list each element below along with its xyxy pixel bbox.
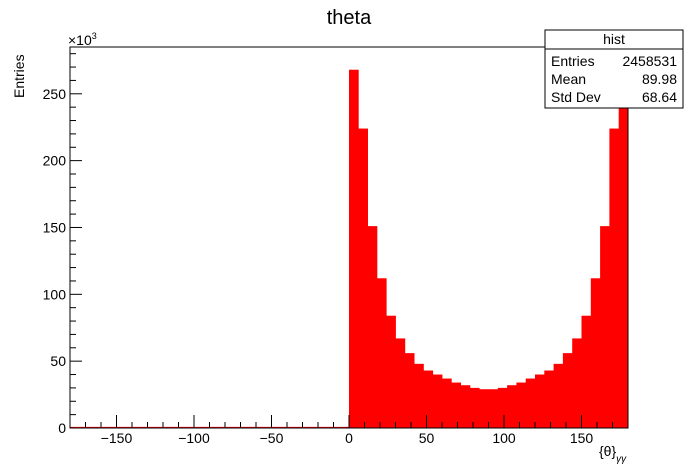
stats-value-entries: 2458531 <box>622 53 677 69</box>
stats-box: hist Entries 2458531 Mean 89.98 Std Dev … <box>544 29 684 109</box>
chart-title: theta <box>327 7 372 29</box>
histogram-bar <box>386 315 396 428</box>
histogram-bar <box>609 128 620 428</box>
x-tick-label: −100 <box>178 430 210 446</box>
x-tick-label: 50 <box>419 430 435 446</box>
x-tick-label: −150 <box>101 430 133 446</box>
histogram-bar <box>349 69 359 428</box>
histogram-bar <box>553 363 564 428</box>
histogram-bar <box>544 370 554 428</box>
histogram-bar <box>479 389 489 428</box>
stats-value-stddev: 68.64 <box>642 89 677 105</box>
y-tick-label: 150 <box>43 219 67 235</box>
histogram-bar <box>572 338 582 428</box>
histogram-bar <box>600 226 610 428</box>
histogram-bar <box>442 378 452 428</box>
histogram-bar <box>507 385 517 428</box>
histogram-bar <box>469 387 480 428</box>
y-tick-label: 100 <box>43 286 67 302</box>
x-tick-label: 100 <box>492 430 516 446</box>
histogram-bar <box>451 382 461 428</box>
axes: −150 −100 −50 0 50 100 150 0 50 100 150 200 250 <box>43 46 629 446</box>
histogram-bar <box>358 128 368 428</box>
histogram-bar <box>395 338 406 428</box>
y-tick-label: 0 <box>58 420 66 436</box>
histogram-bar <box>367 226 378 428</box>
y-axis-multiplier: ×103 <box>68 31 97 48</box>
stats-label-entries: Entries <box>551 53 595 69</box>
stats-label-stddev: Std Dev <box>551 89 601 105</box>
x-tick-label: 150 <box>570 430 594 446</box>
histogram-bar <box>497 387 508 428</box>
stats-box-title: hist <box>603 31 625 47</box>
stats-label-mean: Mean <box>551 71 586 87</box>
y-axis-label: Entries <box>11 54 27 98</box>
histogram-bar <box>525 378 536 428</box>
histogram-bars <box>70 69 629 429</box>
y-tick-label: 250 <box>43 86 67 102</box>
histogram-bar <box>488 389 499 428</box>
histogram-bar <box>516 382 527 428</box>
histogram-bar <box>581 315 592 428</box>
histogram-bar <box>404 353 415 428</box>
histogram-bar <box>414 363 424 428</box>
x-axis-label: {θ}γγ <box>599 443 627 465</box>
histogram-bar <box>432 374 443 428</box>
histogram-bar <box>618 69 629 428</box>
histogram-bar <box>590 278 601 428</box>
histogram-bar <box>423 370 434 428</box>
histogram-bar <box>535 374 545 428</box>
x-tick-label: 0 <box>345 430 353 446</box>
y-tick-label: 200 <box>43 153 67 169</box>
histogram-bar <box>376 278 387 428</box>
histogram-bar <box>460 385 471 428</box>
histogram-bar <box>562 353 573 428</box>
x-tick-label: −50 <box>260 430 284 446</box>
y-tick-label: 50 <box>50 353 66 369</box>
stats-value-mean: 89.98 <box>642 71 677 87</box>
